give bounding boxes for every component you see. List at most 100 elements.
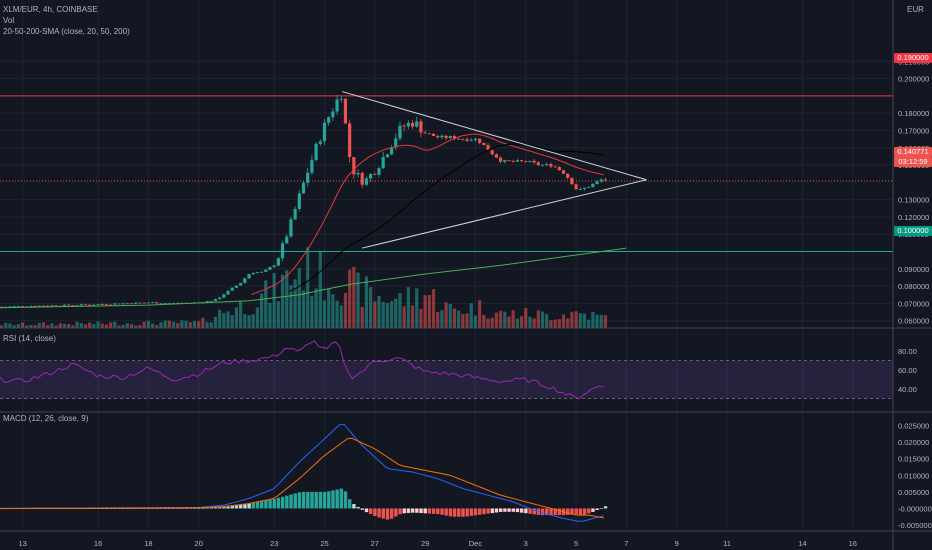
macd-histogram-bar — [289, 494, 293, 509]
macd-histogram-bar — [155, 508, 159, 509]
candle-body — [12, 306, 16, 307]
volume-bar — [150, 323, 155, 328]
candle-body — [473, 138, 478, 141]
candle-body — [171, 303, 176, 304]
volume-bar — [352, 266, 356, 328]
candle-body — [205, 301, 209, 303]
volume-bar — [285, 270, 289, 328]
candle-body — [499, 157, 503, 162]
candle-body — [440, 135, 444, 138]
candle-body — [280, 243, 285, 259]
candle-body — [272, 265, 276, 268]
candle-body — [402, 125, 406, 127]
volume-bar — [553, 319, 557, 328]
candle-body — [448, 136, 452, 139]
volume-bar — [364, 276, 369, 328]
macd-histogram-bar — [494, 508, 499, 513]
candle-body — [109, 304, 113, 306]
volume-bar — [272, 272, 276, 328]
volume-bar — [129, 324, 134, 328]
macd-histogram-bar — [134, 508, 138, 509]
volume-bar — [301, 290, 306, 328]
macd-histogram-bar — [285, 495, 289, 509]
macd-histogram-bar — [243, 504, 247, 509]
macd-histogram-bar — [369, 508, 373, 515]
x-tick-label: 13 — [18, 539, 26, 548]
candle-body — [79, 304, 83, 306]
volume-bar — [297, 268, 301, 328]
candle-body — [373, 174, 377, 175]
volume-bar — [0, 325, 4, 328]
candle-body — [549, 164, 553, 167]
volume-bar — [171, 321, 176, 328]
volume-bar — [339, 305, 343, 328]
candle-body — [222, 294, 226, 298]
macd-histogram-bar — [331, 490, 335, 509]
candle-body — [582, 187, 587, 189]
macd-histogram-bar — [230, 506, 235, 509]
candle-body — [314, 143, 318, 161]
volume-bar — [587, 319, 591, 328]
candle-body — [218, 297, 222, 300]
macd-histogram-bar — [184, 508, 188, 509]
volume-bar — [83, 324, 88, 328]
volume-label[interactable]: Vol — [3, 16, 15, 25]
macd-histogram-bar — [343, 491, 348, 509]
candle-body — [356, 172, 360, 175]
volume-bar — [494, 312, 499, 328]
macd-tick-label: 0.010000 — [898, 471, 929, 480]
volume-bar — [25, 325, 29, 328]
candle-body — [557, 166, 561, 171]
candle-body — [285, 236, 289, 244]
macd-histogram-bar — [92, 508, 96, 509]
volume-bar — [503, 311, 507, 328]
volume-bar — [540, 311, 545, 328]
volume-bar — [343, 292, 348, 328]
macd-label[interactable]: MACD (12, 26, close, 9) — [3, 414, 89, 423]
price-tick-label: 0.130000 — [898, 196, 929, 205]
rsi-pane — [0, 340, 893, 400]
rsi-tick-label: 60.00 — [898, 366, 917, 375]
volume-bar — [406, 287, 410, 328]
volume-bar — [436, 312, 440, 328]
sma-label[interactable]: 20-50-200-SMA (close, 20, 50, 200) — [3, 27, 130, 36]
triangle-upper-line — [341, 91, 647, 181]
volume-bar — [515, 318, 519, 328]
candle-body — [360, 172, 364, 185]
volume-bar — [478, 300, 482, 328]
volume-bar — [486, 318, 490, 328]
volume-bar — [146, 320, 150, 328]
candle-body — [415, 121, 419, 127]
volume-bar — [574, 311, 578, 328]
x-tick-label: 27 — [371, 539, 379, 548]
price-tick-label: 0.200000 — [898, 75, 929, 84]
candle-body — [398, 125, 402, 139]
rsi-label[interactable]: RSI (14, close) — [3, 334, 56, 343]
x-tick-label: Dec — [469, 539, 483, 548]
volume-bar — [423, 295, 427, 328]
volume-bar — [394, 298, 398, 328]
candle-body — [339, 98, 343, 100]
macd-histogram-bar — [473, 508, 478, 516]
volume-bar — [280, 274, 285, 328]
macd-histogram-bar — [440, 508, 444, 515]
volume-bar — [511, 310, 515, 328]
volume-bar — [289, 285, 293, 328]
candle-body — [507, 160, 511, 161]
volume-bar — [16, 324, 20, 328]
volume-bar — [331, 294, 335, 328]
volume-bar — [377, 295, 381, 328]
volume-bar — [100, 323, 104, 328]
candle-body — [289, 219, 293, 237]
candle-body — [134, 302, 138, 304]
macd-histogram-bar — [171, 508, 176, 509]
volume-bar — [603, 315, 608, 328]
candle-body — [297, 193, 301, 209]
candle-body — [33, 305, 37, 307]
candle-body — [146, 302, 150, 304]
symbol-label[interactable]: XLM/EUR, 4h, COINBASE — [3, 5, 98, 14]
macd-histogram-bar — [503, 508, 507, 512]
candle-body — [243, 278, 247, 283]
